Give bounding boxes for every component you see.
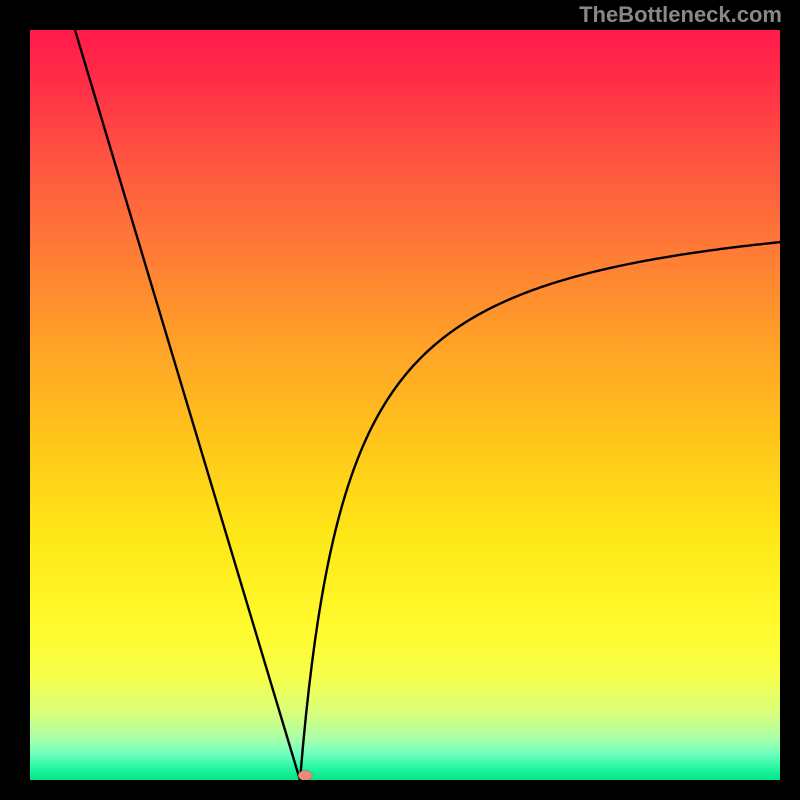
watermark-text: TheBottleneck.com — [579, 2, 782, 28]
bottleneck-curve-chart — [30, 30, 780, 780]
vertex-marker — [298, 771, 312, 781]
plot-area — [30, 30, 780, 780]
chart-frame: TheBottleneck.com — [0, 0, 800, 800]
